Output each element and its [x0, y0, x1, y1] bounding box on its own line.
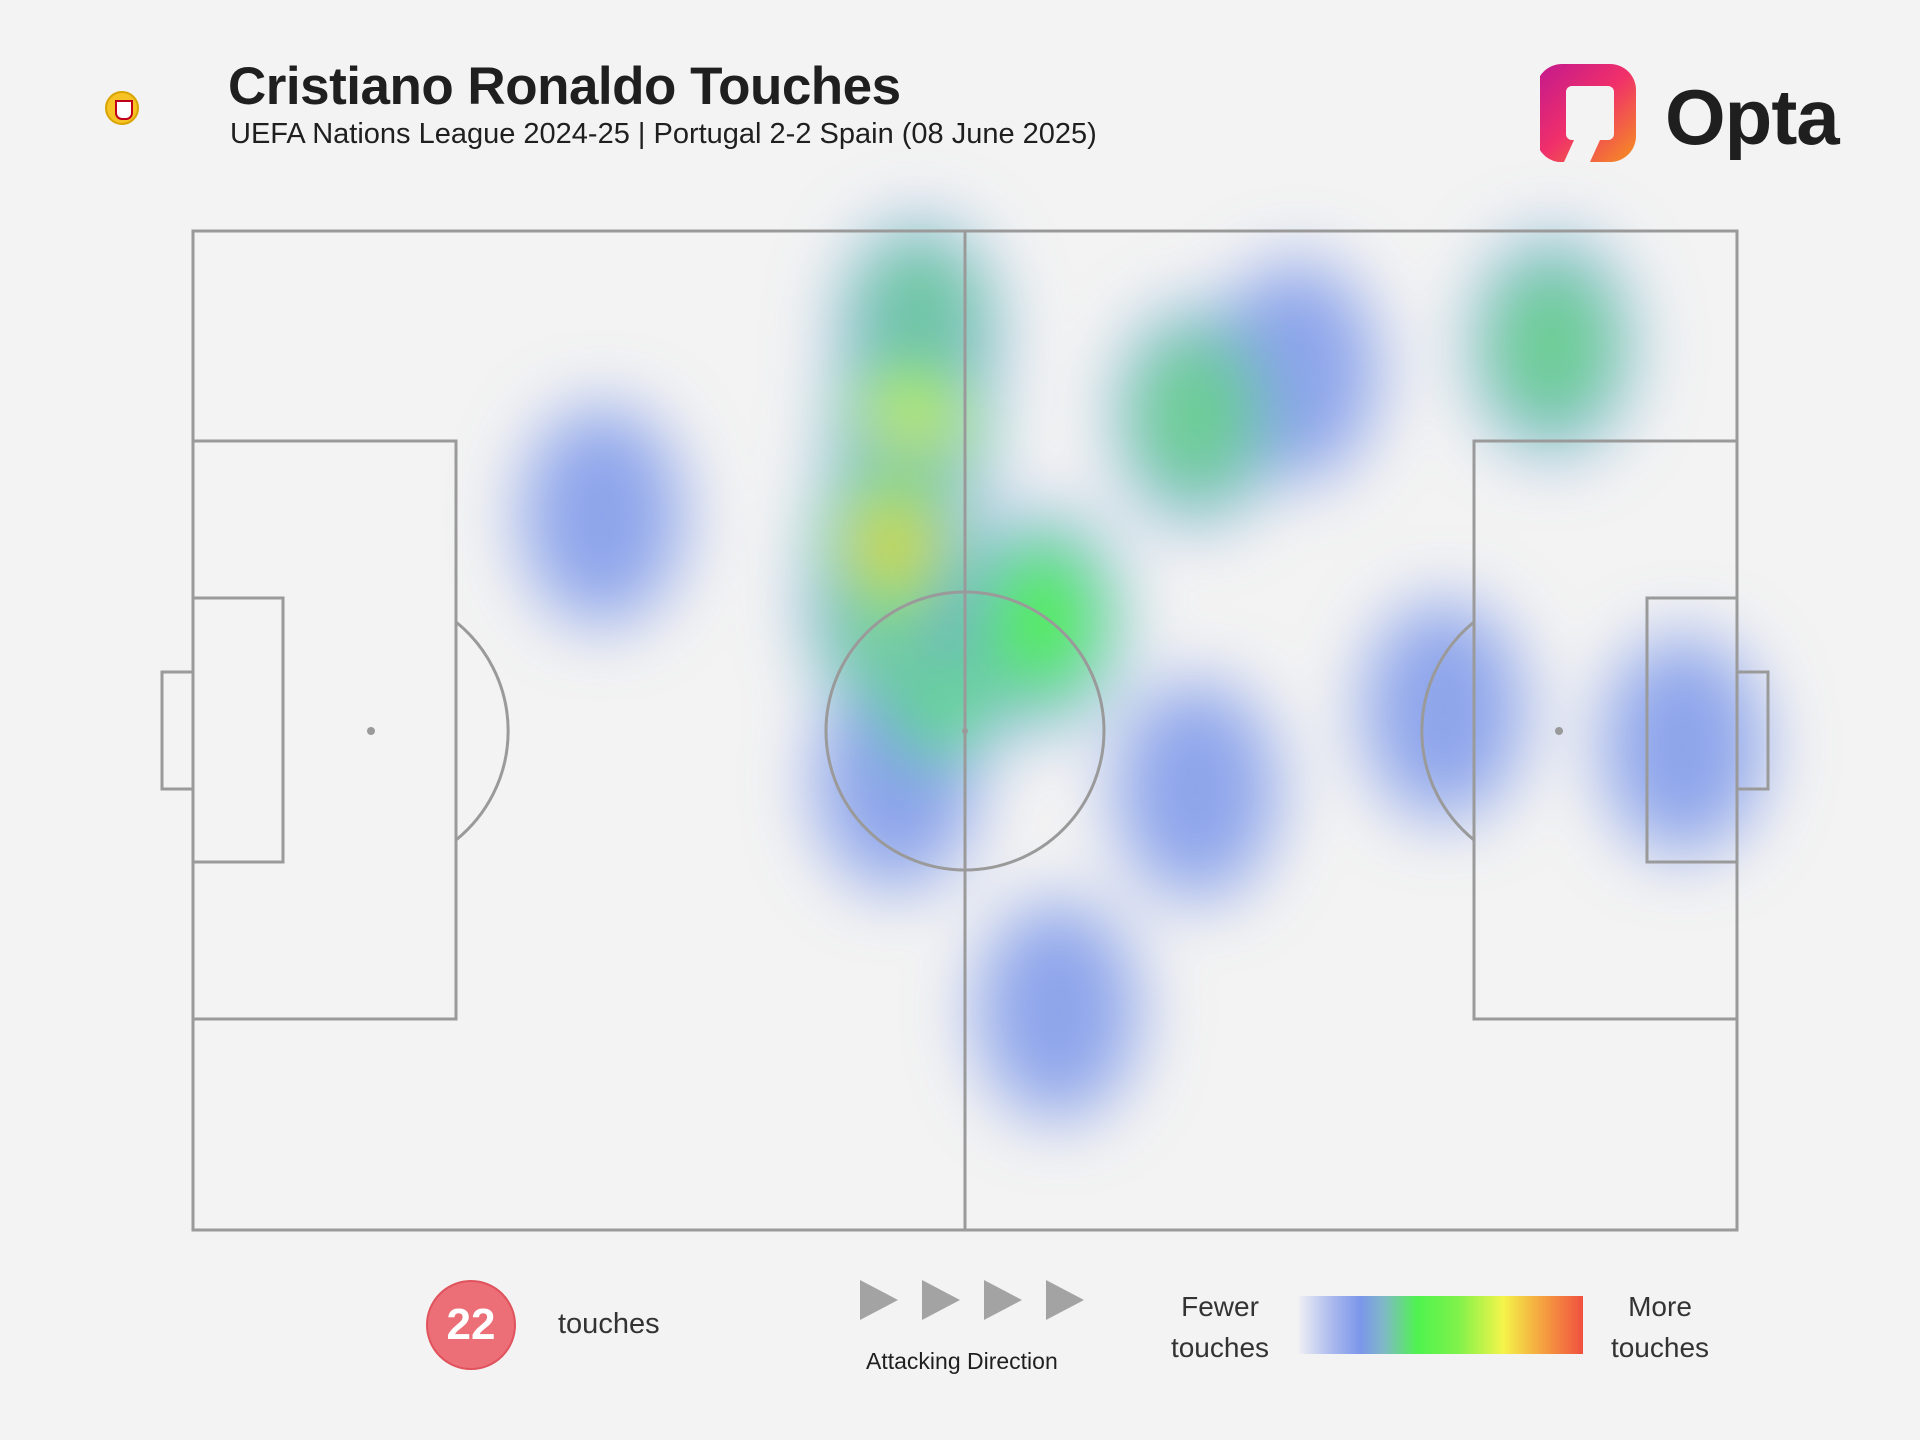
attacking-direction-arrows	[860, 1280, 1084, 1320]
heat-spot	[872, 519, 912, 573]
right-penalty-arc	[1420, 620, 1475, 842]
legend-high-line2: touches	[1610, 1332, 1710, 1363]
right-goal	[1735, 670, 1770, 791]
pitch-lines	[160, 229, 1770, 1232]
flag-crest-icon	[105, 91, 139, 125]
touch-count-label: touches	[558, 1308, 660, 1340]
legend-low-line1: Fewer	[1181, 1291, 1259, 1322]
direction-arrow-icon	[984, 1280, 1022, 1320]
opta-logo-text: Opta	[1665, 73, 1840, 161]
portugal-flag	[77, 73, 192, 142]
legend-high-line1: More	[1628, 1291, 1692, 1322]
heat-spot	[976, 900, 1139, 1120]
centre-spot	[962, 728, 968, 734]
legend-low-label: Fewer touches	[1160, 1286, 1280, 1368]
legend-high-label: More touches	[1600, 1286, 1720, 1368]
touch-count-badge: 22	[426, 1280, 516, 1370]
centre-circle	[824, 590, 1106, 872]
heat-spot	[1115, 681, 1278, 900]
legend-low-line2: touches	[1170, 1332, 1270, 1363]
heat-spot	[1362, 601, 1525, 820]
left-penalty-area	[191, 439, 458, 1021]
direction-arrow-icon	[1046, 1280, 1084, 1320]
direction-arrow-icon	[860, 1280, 898, 1320]
heat-layer	[521, 221, 1764, 1120]
heat-spot	[992, 552, 1093, 689]
direction-arrow-icon	[922, 1280, 960, 1320]
heat-spot	[521, 406, 683, 625]
heat-scale-legend	[1298, 1296, 1583, 1354]
attacking-direction-label: Attacking Direction	[866, 1348, 1058, 1374]
right-penalty-spot	[1555, 727, 1563, 735]
left-six-yard-box	[191, 596, 285, 864]
chart-subtitle: UEFA Nations League 2024-25 | Portugal 2…	[230, 118, 1097, 150]
heat-spot	[1602, 636, 1764, 855]
heat-spot	[1486, 257, 1618, 435]
left-penalty-spot	[367, 727, 375, 735]
chart-title: Cristiano Ronaldo Touches	[228, 57, 901, 116]
left-penalty-arc	[455, 620, 510, 842]
left-goal	[160, 670, 195, 791]
pitch-heatmap	[160, 221, 1770, 1232]
opta-logo-icon	[1540, 64, 1636, 162]
heat-spot	[1131, 327, 1263, 505]
